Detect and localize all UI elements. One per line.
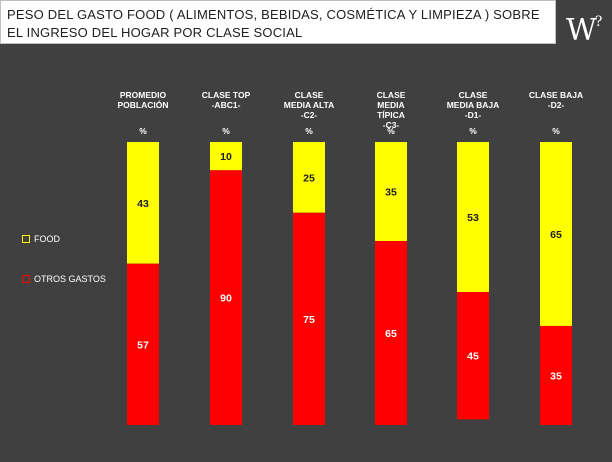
data-label-otros-4: 45 [467,351,479,363]
legend-swatch-food [22,235,30,243]
data-label-food-2: 25 [303,172,315,184]
category-label-0: PROMEDIO POBLACIÓN [117,90,169,110]
unit-label-4: % [469,126,477,136]
bar-otros-1 [210,170,242,425]
bar-otros-4 [457,291,489,420]
logo-letter: W [566,13,597,48]
bar-food-2 [293,142,325,213]
bar-otros-2 [293,212,325,425]
data-label-otros-0: 57 [137,339,149,351]
legend-swatch-otros [22,275,30,283]
logo: W? [566,2,610,48]
bar-otros-0 [127,263,159,425]
unit-label-3: % [387,126,395,136]
logo-mark: ? [594,14,603,30]
data-label-food-1: 10 [220,151,232,163]
chart-title: PESO DEL GASTO FOOD ( ALIMENTOS, BEBIDAS… [7,7,540,40]
category-label-1: CLASE TOP -ABC1- [201,90,251,110]
legend-item-food: FOOD [22,232,60,246]
unit-label-5: % [552,126,560,136]
data-label-otros-5: 35 [550,370,562,382]
bar-food-0 [127,142,159,264]
category-label-3: CLASE MEDIA TÍPICA -C3- [376,90,406,130]
data-label-food-5: 65 [550,229,562,241]
bar-otros-5 [540,325,572,425]
bar-food-4 [457,142,489,292]
title-box: PESO DEL GASTO FOOD ( ALIMENTOS, BEBIDAS… [0,0,556,44]
data-label-food-0: 43 [137,198,149,210]
data-label-otros-1: 90 [220,293,232,305]
category-label-2: CLASE MEDIA ALTA -C2- [283,90,335,120]
legend-item-otros: OTROS GASTOS [22,272,106,286]
unit-label-1: % [222,126,230,136]
bar-otros-3 [375,241,407,425]
bar-food-5 [540,142,572,326]
unit-label-2: % [305,126,313,136]
data-label-food-3: 35 [385,187,397,199]
legend-label-food: FOOD [34,234,60,244]
category-label-5: CLASE BAJA -D2- [528,90,584,110]
data-label-food-4: 53 [467,212,479,224]
legend-label-otros: OTROS GASTOS [34,274,106,284]
unit-label-0: % [139,126,147,136]
category-label-4: CLASE MEDIA BAJA -D1- [446,90,500,120]
bar-food-3 [375,142,407,242]
data-label-otros-3: 65 [385,328,397,340]
data-label-otros-2: 75 [303,314,315,326]
bar-food-1 [210,142,242,171]
